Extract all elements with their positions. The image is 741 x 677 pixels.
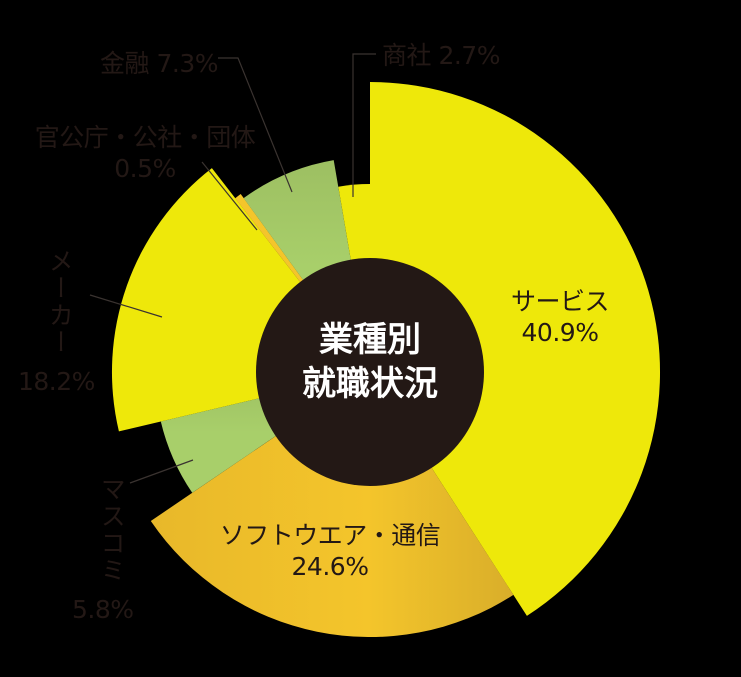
label-masscomm-name: マスコミ xyxy=(97,476,127,584)
slice-0 xyxy=(370,82,661,616)
leader-lines xyxy=(89,53,376,484)
label-service: サービス 40.9% xyxy=(500,286,620,349)
label-service-pct: 40.9% xyxy=(521,318,599,348)
label-software: ソフトウエア・通信 24.6% xyxy=(200,520,460,583)
leader-maker xyxy=(89,294,163,318)
leader-masscomm xyxy=(129,459,194,484)
label-gov: 官公庁・公社・団体 0.5% xyxy=(10,122,280,185)
label-gov-pct: 0.5% xyxy=(114,154,176,184)
label-maker-name: メーカー xyxy=(45,248,75,356)
label-service-name: サービス xyxy=(510,287,610,316)
label-finance: 金融 7.3% xyxy=(100,49,218,78)
label-trading: 商社 2.7% xyxy=(382,41,500,70)
leader-gov xyxy=(201,161,258,231)
title-line-1: 業種別 xyxy=(319,320,421,360)
label-gov-name: 官公庁・公社・団体 xyxy=(34,123,256,152)
title-line-2: 就職状況 xyxy=(302,364,438,405)
label-software-pct: 24.6% xyxy=(291,552,369,582)
label-software-name: ソフトウエア・通信 xyxy=(219,521,441,550)
label-masscomm-pct: 5.8% xyxy=(72,595,134,624)
center-hole xyxy=(256,258,484,486)
leader-trading xyxy=(352,53,376,197)
leader-finance xyxy=(218,57,293,193)
slice-1 xyxy=(150,372,514,638)
chart-title: 業種別 就職状況 xyxy=(258,318,482,406)
label-maker-pct: 18.2% xyxy=(18,367,95,396)
